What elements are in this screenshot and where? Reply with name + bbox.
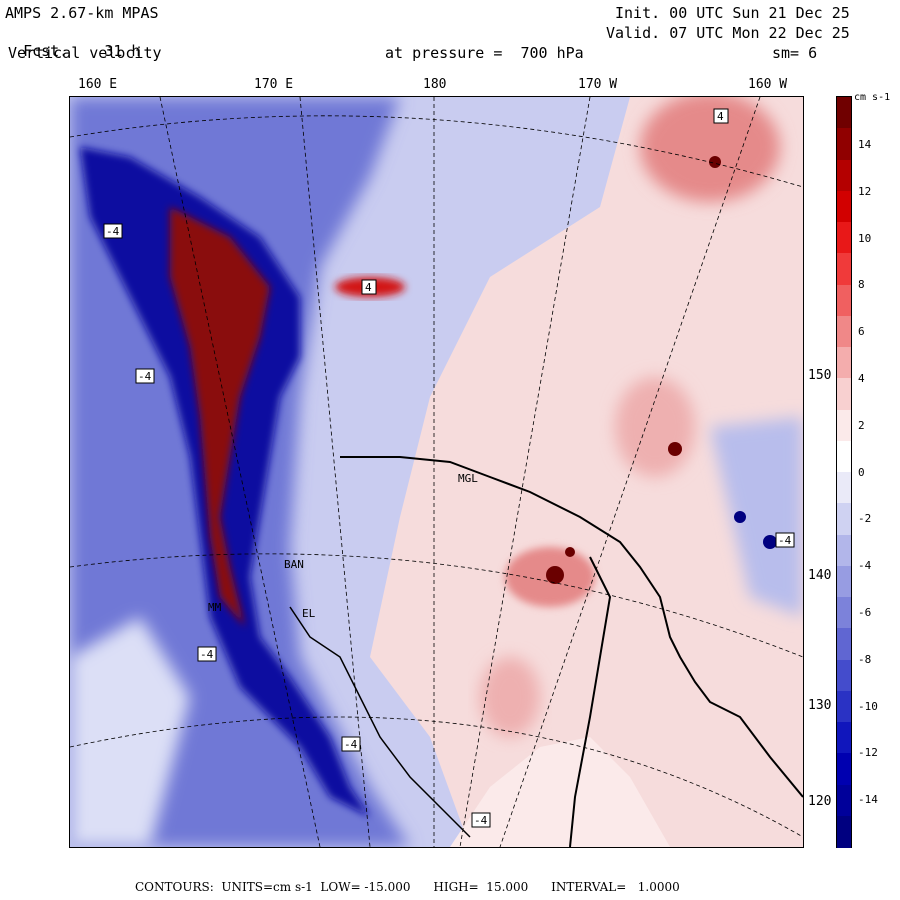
colorbar-tick-label: -10 xyxy=(858,699,878,713)
colorbar-segment xyxy=(837,128,851,160)
colorbar-segment xyxy=(837,440,851,473)
colorbar-tick-label: 4 xyxy=(858,372,865,385)
colorbar-segment xyxy=(837,659,851,692)
contour-label-box xyxy=(197,646,217,662)
smoothing: sm= 6 xyxy=(772,44,818,62)
lon-label-160e: 160 E xyxy=(78,77,118,92)
ice-shelf-front xyxy=(569,556,612,847)
colorbar xyxy=(836,96,852,848)
station-mm: MM xyxy=(208,601,222,614)
contour-labels: -4 -4 -4 -4 -4 -4 4 4 xyxy=(103,108,795,828)
colorbar-segment xyxy=(837,753,851,785)
contour-label: -4 xyxy=(106,225,120,238)
colorbar-segment xyxy=(837,378,851,410)
forecast-value: 31 h xyxy=(104,42,141,60)
contour-label-box xyxy=(713,108,729,124)
colorbar-segment xyxy=(837,190,851,223)
colorbar-segment xyxy=(837,690,851,723)
strong-positive-cell xyxy=(565,547,575,557)
colorbar-segment xyxy=(837,628,851,660)
contour-label-box xyxy=(103,223,123,239)
colorbar-tick-label: 8 xyxy=(858,278,865,292)
strong-negative-cell xyxy=(763,535,777,549)
contour-label-box xyxy=(471,812,491,828)
contour-label: -4 xyxy=(344,738,358,751)
colorbar-tick-label: 6 xyxy=(858,325,865,339)
colorbar-tick-label: -8 xyxy=(858,652,872,666)
strong-positive-ridge xyxy=(170,207,270,627)
contour-label: -4 xyxy=(200,648,214,661)
contour-label-box xyxy=(361,279,377,295)
contour-label-box xyxy=(341,736,361,752)
west-weak-region xyxy=(70,617,190,847)
contour-label: -4 xyxy=(138,370,152,383)
colorbar-segment xyxy=(837,97,851,129)
near-zero-region xyxy=(450,737,670,847)
colorbar-segment xyxy=(837,503,851,535)
colorbar-segment xyxy=(837,722,851,754)
colorbar-segment xyxy=(837,409,851,442)
positive-patch-south xyxy=(480,657,540,737)
contour-label: -4 xyxy=(778,534,792,547)
strong-negative-cell xyxy=(734,511,746,523)
ice-shelf-edge xyxy=(289,606,471,838)
field-name: Vertical velocity xyxy=(8,44,162,62)
contour-label-box xyxy=(135,368,155,384)
strong-positive-cell xyxy=(546,566,564,584)
colorbar-segment xyxy=(837,534,851,567)
strong-positive-cell xyxy=(668,442,682,456)
colorbar-tick-label: -2 xyxy=(858,512,872,526)
contour-label: -4 xyxy=(474,814,488,827)
lon-label-170w: 170 W xyxy=(578,77,618,92)
vertical-velocity-map: MGL BAN MM EL -4 -4 -4 -4 -4 -4 4 4 xyxy=(69,96,804,848)
colorbar-segment xyxy=(837,159,851,192)
east-negative-region xyxy=(710,417,803,617)
colorbar-tick-label: 12 xyxy=(858,184,872,198)
colorbar-segment xyxy=(837,472,851,504)
contour-label-box xyxy=(775,532,795,548)
colorbar-segment xyxy=(837,565,851,598)
colorbar-tick-label: 0 xyxy=(858,465,865,479)
coastline xyxy=(340,456,803,798)
forecast-hours: Fcst. 31 h xyxy=(5,24,140,60)
positive-patch-east xyxy=(615,377,695,477)
station-ban: BAN xyxy=(284,558,304,571)
init-time: Init. 00 UTC Sun 21 Dec 25 xyxy=(615,4,850,22)
strong-positive-cell xyxy=(709,156,721,168)
lon-label-170e: 170 E xyxy=(254,77,294,92)
colorbar-segment xyxy=(837,253,851,285)
contour-label: 4 xyxy=(717,110,724,123)
colorbar-segment xyxy=(837,315,851,348)
positive-patch-northeast xyxy=(640,97,780,202)
colorbar-segment xyxy=(837,347,851,379)
station-el: EL xyxy=(302,607,316,620)
station-mgl: MGL xyxy=(458,472,478,485)
colorbar-tick-label: -6 xyxy=(858,606,872,619)
colorbar-tick-label: -14 xyxy=(858,793,878,807)
valid-time: Valid. 07 UTC Mon 22 Dec 25 xyxy=(606,24,850,42)
colorbar-segment xyxy=(837,284,851,317)
map-svg: MGL BAN MM EL -4 -4 -4 -4 -4 -4 4 4 xyxy=(70,97,803,847)
colorbar-tick-label: 10 xyxy=(858,231,872,245)
lat-lon-grid xyxy=(70,97,803,847)
contour-label: 4 xyxy=(365,281,372,294)
colorbar-segment xyxy=(837,784,851,817)
colorbar-tick-label: -4 xyxy=(858,559,872,573)
pressure-level: at pressure = 700 hPa xyxy=(385,44,584,62)
model-title: AMPS 2.67-km MPAS xyxy=(5,4,159,22)
colorbar-tick-label: 14 xyxy=(858,138,872,151)
colorbar-segment xyxy=(837,222,851,254)
colorbar-units: cm s-1 xyxy=(854,92,891,103)
colorbar-segment xyxy=(837,815,851,848)
lon-label-160w: 160 W xyxy=(748,77,788,92)
colorbar-tick-label: 2 xyxy=(858,418,865,432)
colorbar-segment xyxy=(837,597,851,629)
lon-label-180: 180 xyxy=(423,77,447,92)
colorbar-tick-label: -12 xyxy=(858,746,878,760)
forecast-label: Fcst. xyxy=(23,42,69,60)
contour-info: CONTOURS: UNITS=cm s-1 LOW= -15.000 HIGH… xyxy=(135,880,680,894)
